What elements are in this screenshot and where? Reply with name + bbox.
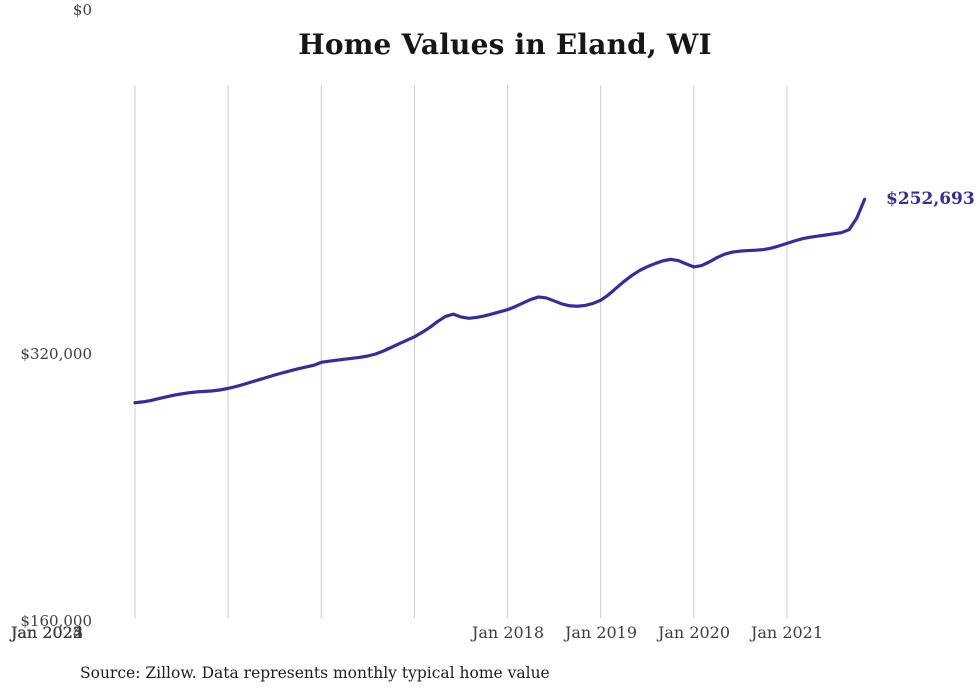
y-axis-tick-160000: $160,000 <box>20 612 92 630</box>
source-note: Source: Zillow. Data represents monthly … <box>80 664 550 682</box>
x-axis-tick-2021: Jan 2021 <box>750 623 824 642</box>
x-axis-tick-2022: Jan 2022 <box>10 623 84 642</box>
x-axis-tick-2025: Jan 2025 <box>10 623 84 642</box>
x-axis-tick-2023: Jan 2023 <box>10 623 84 642</box>
x-axis-tick-2020: Jan 2020 <box>657 623 731 642</box>
y-axis-tick-0: $0 <box>72 1 92 19</box>
x-axis-tick-2024: Jan 2024 <box>10 623 84 642</box>
chart-title: Home Values in Eland, WI <box>298 28 712 61</box>
x-axis-tick-2019: Jan 2019 <box>564 623 638 642</box>
gridlines <box>134 85 788 618</box>
y-axis-tick-320000: $320,000 <box>20 345 92 363</box>
x-axis-tick-2018: Jan 2018 <box>471 623 545 642</box>
home-value-series-line <box>133 197 867 405</box>
series-end-value-label: $252,693 <box>886 189 975 209</box>
